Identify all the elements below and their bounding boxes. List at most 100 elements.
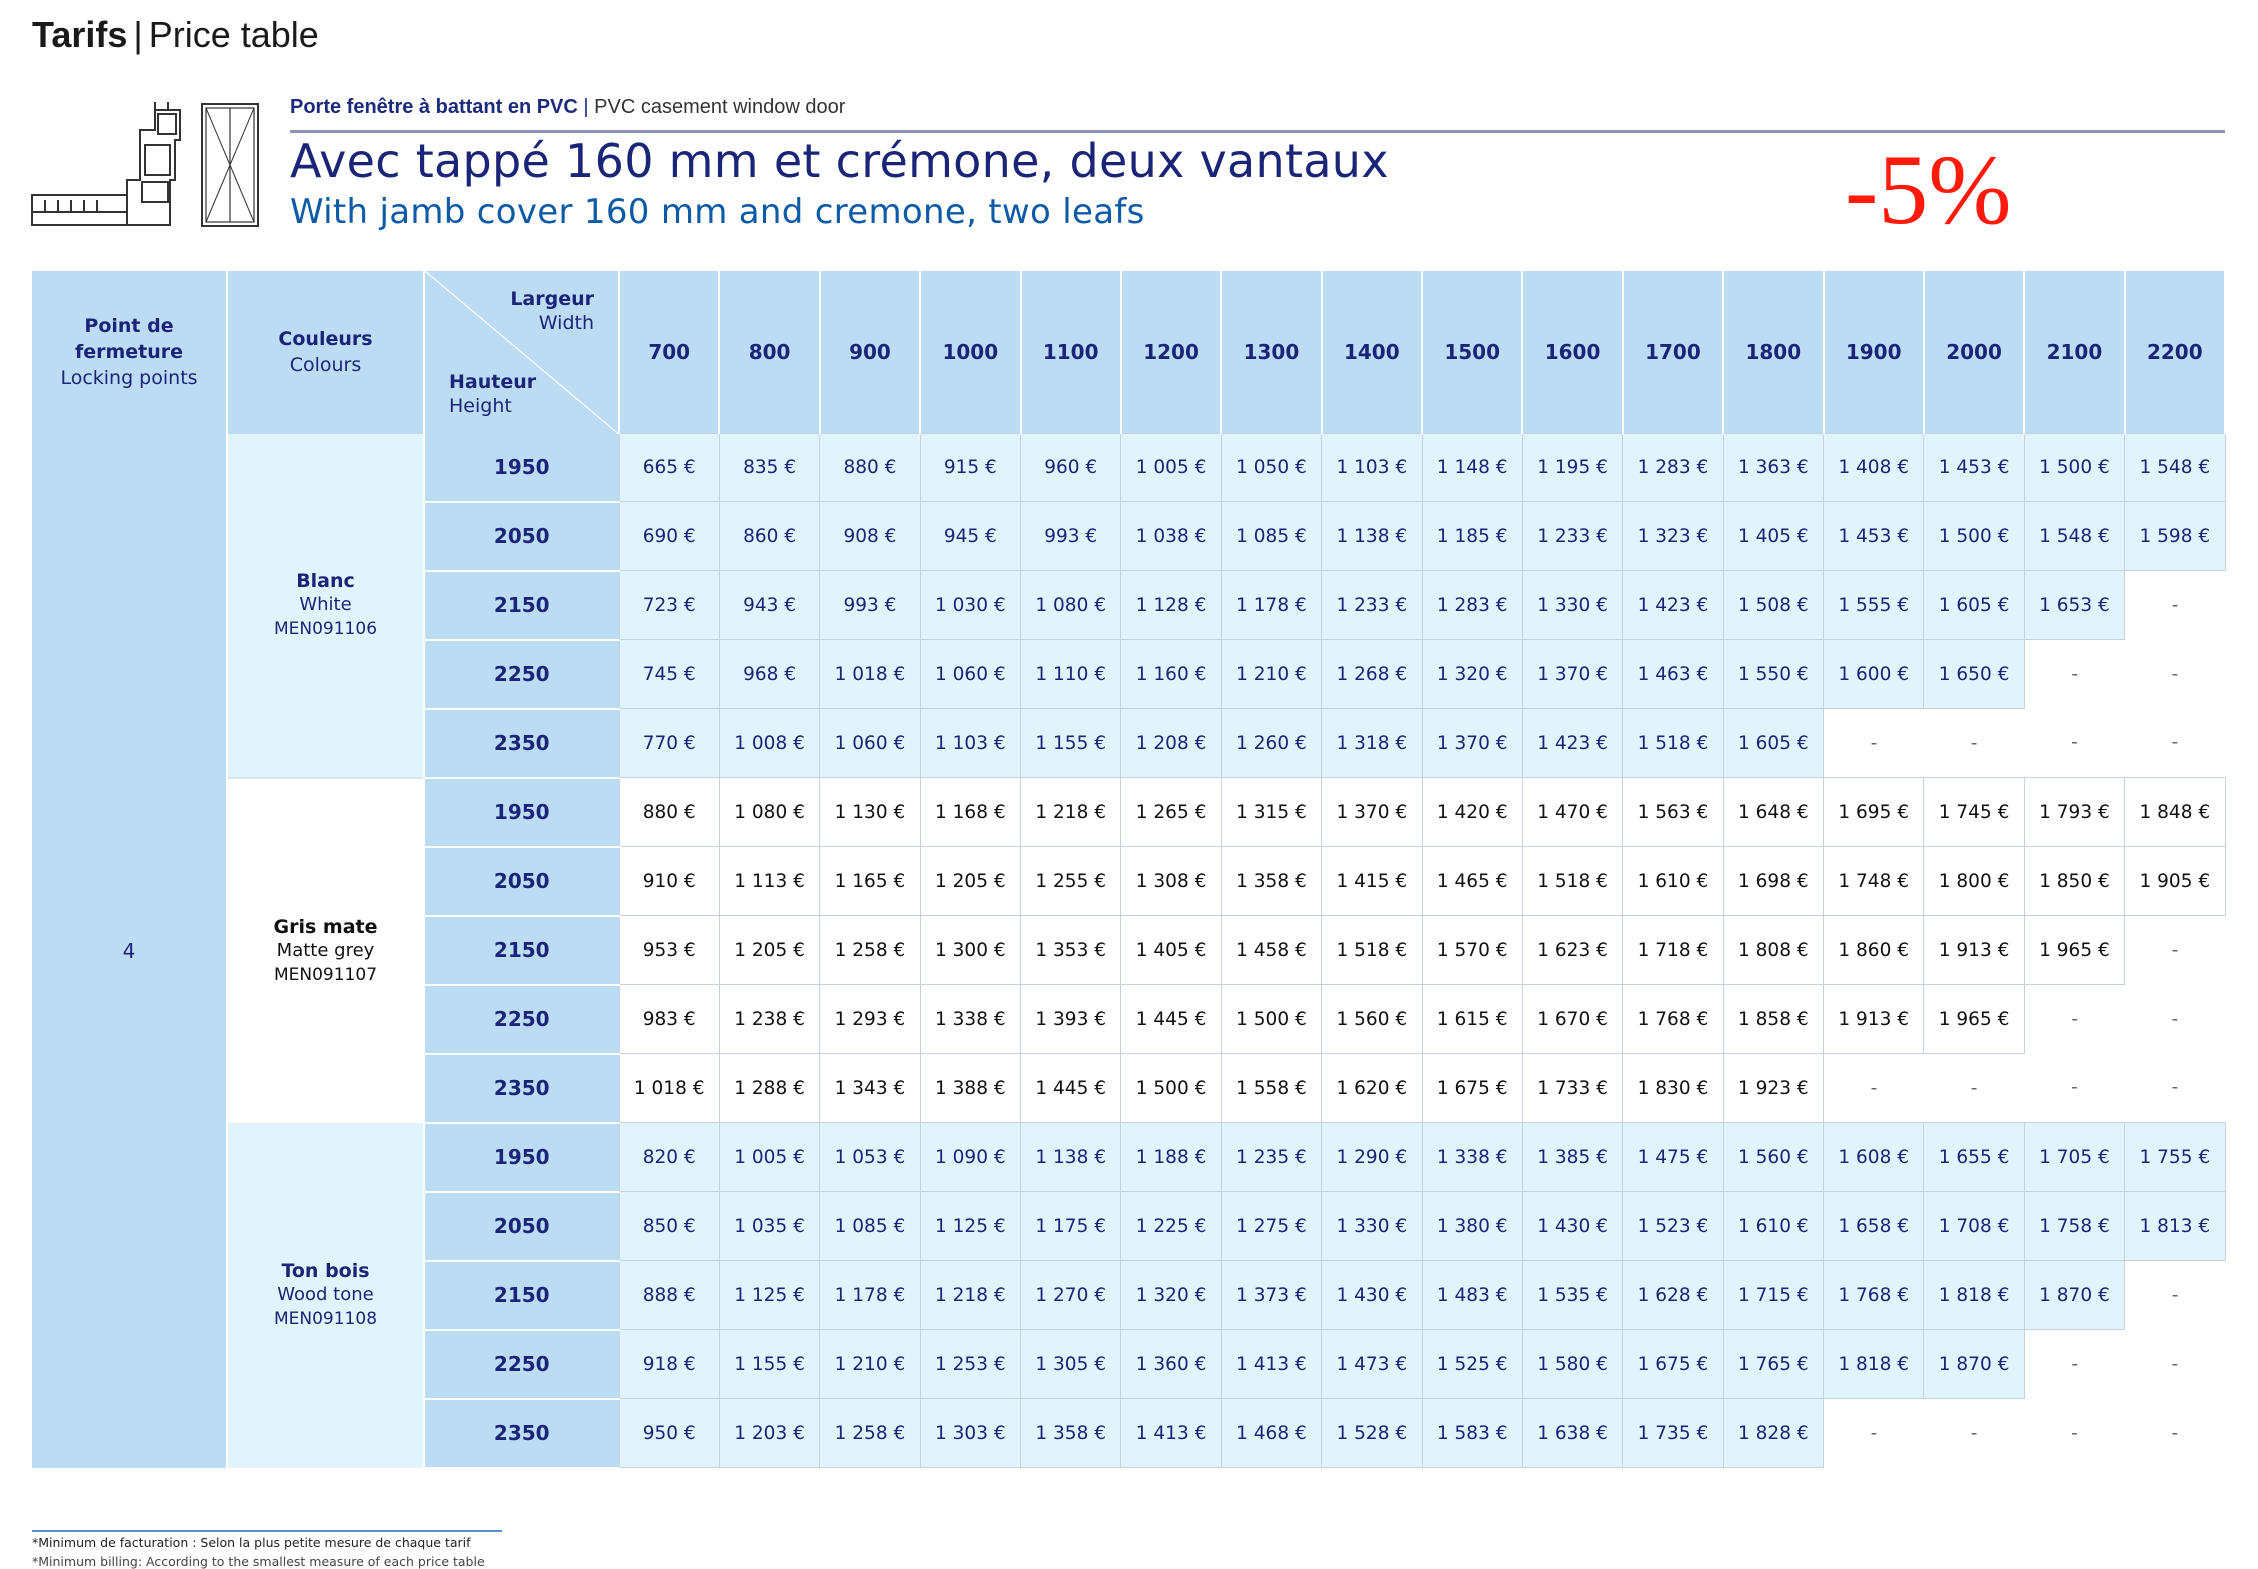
row-header-height: 2350: [424, 1398, 619, 1469]
price-cell: 745 €: [618, 639, 720, 709]
price-cell: 1 655 €: [1923, 1122, 2025, 1192]
price-cell-unavailable: -: [1823, 708, 1924, 778]
column-header-width: 1000: [920, 271, 1022, 434]
price-cell: 1 130 €: [819, 777, 921, 847]
row-header-height: 2250: [424, 984, 619, 1055]
price-cell: 1 708 €: [1923, 1191, 2025, 1261]
price-cell: 950 €: [618, 1398, 720, 1468]
table-row: Ton bois Wood tone MEN091108 1950 820 €1 005…: [32, 1122, 2226, 1468]
price-cell: 1 623 €: [1521, 915, 1624, 985]
price-cell: 1 125 €: [718, 1260, 821, 1330]
locking-points-label-fr: Point de fermeture: [74, 315, 184, 364]
price-cell: 690 €: [618, 501, 720, 571]
column-header-width: 1200: [1120, 271, 1223, 434]
price-cell: 1 330 €: [1521, 570, 1624, 640]
price-cell: 880 €: [618, 777, 720, 847]
width-label-fr: Largeur: [510, 288, 594, 310]
price-cell: 1 265 €: [1120, 777, 1222, 847]
price-cell: 1 615 €: [1421, 984, 1523, 1054]
price-cell: 1 870 €: [2023, 1260, 2126, 1330]
price-cell: 1 768 €: [1622, 984, 1724, 1054]
price-cell: 1 370 €: [1321, 777, 1423, 847]
price-cell: 1 323 €: [1622, 501, 1724, 571]
column-header-width: 900: [819, 271, 922, 434]
colour-code: MEN091106: [273, 619, 378, 639]
price-cell: 1 338 €: [919, 984, 1022, 1054]
table-row: 2150 888 €1 125 €1 178 €1 218 €1 270 €1 3…: [32, 1260, 2225, 1331]
price-cell: 1 370 €: [1521, 639, 1624, 709]
price-cell: 1 238 €: [718, 984, 821, 1054]
price-cell: 1 050 €: [1220, 433, 1323, 502]
price-cell: 1 315 €: [1220, 777, 1323, 847]
price-cell: 1 745 €: [1923, 777, 2025, 847]
column-header-locking-points: Point de fermeture Locking points: [32, 271, 228, 434]
price-cell: 1 550 €: [1722, 639, 1825, 709]
price-cell: 1 473 €: [1321, 1329, 1423, 1399]
price-cell-unavailable: -: [2024, 1329, 2125, 1399]
price-cell: 1 870 €: [1923, 1329, 2025, 1399]
price-cell: 1 308 €: [1120, 846, 1222, 916]
price-cell: 1 225 €: [1120, 1191, 1222, 1261]
row-header-height: 1950: [424, 1122, 619, 1193]
colour-name-fr: Gris mate: [273, 915, 378, 938]
price-cell: 945 €: [919, 501, 1022, 571]
price-cell: 1 178 €: [819, 1260, 921, 1330]
row-header-height: 2150: [424, 570, 619, 641]
column-header-width: 2100: [2024, 271, 2126, 434]
price-cell: 908 €: [819, 501, 921, 571]
price-cell: 1 343 €: [819, 1053, 921, 1123]
price-cell-unavailable: -: [2124, 1398, 2225, 1468]
price-cell: 1 818 €: [1822, 1329, 1925, 1399]
price-cell-unavailable: -: [2124, 984, 2225, 1054]
price-cell: 1 235 €: [1220, 1122, 1323, 1192]
column-header-width: 1500: [1422, 271, 1524, 434]
price-cell: 1 035 €: [718, 1191, 821, 1261]
locking-points-label-en: Locking points: [60, 367, 198, 390]
price-cell-unavailable: -: [2124, 915, 2225, 985]
price-cell-unavailable: -: [2124, 570, 2225, 640]
price-cell: 960 €: [1019, 433, 1122, 502]
price-cell-unavailable: -: [1923, 1398, 2025, 1468]
price-cell-unavailable: -: [1923, 708, 2025, 778]
price-cell-unavailable: -: [2124, 639, 2225, 709]
table-row: 4 Blanc White MEN091106 1950 665 €835 €880 €9…: [32, 433, 2226, 1468]
price-cell: 1 818 €: [1923, 1260, 2025, 1330]
price-cell: 1 560 €: [1321, 984, 1423, 1054]
column-header-width: 2000: [1923, 271, 2026, 434]
price-cell: 1 858 €: [1722, 984, 1825, 1054]
price-cell: 1 525 €: [1421, 1329, 1523, 1399]
price-cell: 1 233 €: [1321, 570, 1423, 640]
price-cell: 1 648 €: [1722, 777, 1825, 847]
price-cell: 1 053 €: [819, 1122, 921, 1192]
price-cell: 1 675 €: [1622, 1329, 1724, 1399]
table-row: 2050 850 €1 035 €1 085 €1 125 €1 175 €1 2…: [32, 1191, 2226, 1262]
price-cell: 1 758 €: [2023, 1191, 2126, 1261]
price-cell: 1 288 €: [718, 1053, 821, 1123]
price-cell: 1 138 €: [1019, 1122, 1122, 1192]
product-category-en: PVC casement window door: [594, 96, 846, 118]
price-cell: 1 270 €: [1019, 1260, 1122, 1330]
price-cell: 1 080 €: [1019, 570, 1122, 640]
locking-points-value: 4: [32, 433, 228, 1468]
price-cell: 1 735 €: [1622, 1398, 1724, 1468]
column-header-width: 1400: [1321, 271, 1424, 434]
price-cell: 1 195 €: [1521, 433, 1624, 502]
column-header-width: 1100: [1020, 271, 1122, 434]
price-cell: 1 850 €: [2023, 846, 2126, 916]
price-cell: 1 548 €: [2023, 501, 2126, 571]
price-cell: 1 698 €: [1722, 846, 1825, 916]
price-cell: 1 320 €: [1120, 1260, 1222, 1330]
price-cell: 1 793 €: [2023, 777, 2126, 847]
price-cell: 1 038 €: [1120, 501, 1222, 571]
row-header-height: 2050: [424, 1191, 619, 1262]
price-cell: 1 570 €: [1421, 915, 1523, 985]
price-cell: 1 165 €: [819, 846, 921, 916]
price-cell: 1 113 €: [718, 846, 821, 916]
price-cell: 1 290 €: [1321, 1122, 1423, 1192]
price-cell-unavailable: -: [2024, 1398, 2125, 1468]
table-row: 2250 983 €1 238 €1 293 €1 338 €1 393 €1 4…: [32, 984, 2225, 1055]
price-cell: 1 258 €: [819, 915, 921, 985]
price-cell: 1 005 €: [718, 1122, 821, 1192]
price-cell: 1 430 €: [1521, 1191, 1624, 1261]
width-label-en: Width: [538, 312, 594, 334]
